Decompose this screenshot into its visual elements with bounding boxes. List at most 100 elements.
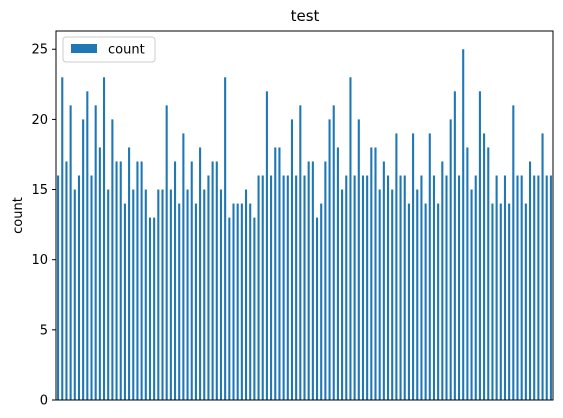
bar [395,133,398,401]
bar [320,203,323,400]
bar [274,147,277,400]
legend: count [62,36,156,63]
bar [98,147,101,400]
bar [165,105,168,401]
bar [290,119,294,400]
bar [361,175,365,400]
bar [315,217,319,400]
bar [366,175,369,400]
y-axis-label: count [11,197,26,234]
bar [336,147,339,400]
bar [470,189,473,400]
bar [115,161,118,400]
bar [353,175,356,400]
bar [107,189,110,400]
bar [311,161,314,400]
bars-group [57,49,552,401]
bar [119,161,122,400]
bar [244,189,248,400]
bar [349,77,352,401]
bar [449,119,452,400]
bar [508,203,511,400]
bar [219,189,223,400]
bar [549,175,552,400]
bar [182,133,185,401]
legend-label: count [108,43,145,58]
y-tick-label: 15 [31,183,48,198]
bar [483,133,486,401]
bar [332,105,335,401]
bar [541,133,544,401]
bar [520,175,523,400]
y-axis: 0 5 10 15 20 25 [31,43,56,409]
bar [462,49,465,401]
bar [420,175,423,400]
bar [224,77,227,401]
y-tick-label: 25 [31,43,48,58]
bar [102,77,106,401]
bar [424,203,427,400]
bar [286,175,289,400]
bar [228,217,231,400]
bar [533,175,536,400]
bar [65,161,68,400]
bar [77,175,81,400]
bar [144,189,147,400]
bar [257,175,260,400]
bar [391,189,394,400]
bar [69,105,72,401]
bar [194,203,197,400]
bar [123,203,126,400]
y-tick-label: 20 [31,113,48,128]
bar [466,147,469,400]
bar [345,175,348,400]
plot-frame [55,30,554,401]
bar [432,175,436,400]
bar [512,105,515,401]
bar [399,175,402,400]
bar [261,175,264,400]
bar [61,77,64,401]
bar [270,175,273,400]
bar [445,175,448,400]
bar [136,161,139,400]
bar [161,189,164,400]
bar [169,189,172,400]
bar [282,175,285,400]
bar [265,91,268,400]
bar [207,175,210,400]
bar [403,175,406,400]
bar [157,189,160,400]
bar [203,189,206,400]
bar [153,217,156,400]
bar [73,189,76,400]
bar [324,161,327,400]
bar [428,133,431,401]
bar [457,175,461,400]
legend-box [62,36,156,63]
bar [132,189,135,400]
bar [516,175,519,400]
bar [441,161,444,400]
bar [90,175,93,400]
y-tick-label: 5 [40,323,48,338]
bar [111,119,114,400]
bar [173,161,177,400]
bar [211,161,214,400]
bar [178,203,181,400]
bar [382,161,385,400]
legend-swatch [71,44,97,53]
bar [503,175,507,400]
bar [307,161,310,400]
bar [474,175,477,400]
bar [299,105,302,401]
bar [190,161,193,400]
bar [545,175,548,400]
y-tick-label: 10 [31,253,48,268]
bar [478,91,481,400]
bar [295,175,298,400]
bar [82,119,85,400]
bar [278,147,281,400]
bar [416,189,419,400]
